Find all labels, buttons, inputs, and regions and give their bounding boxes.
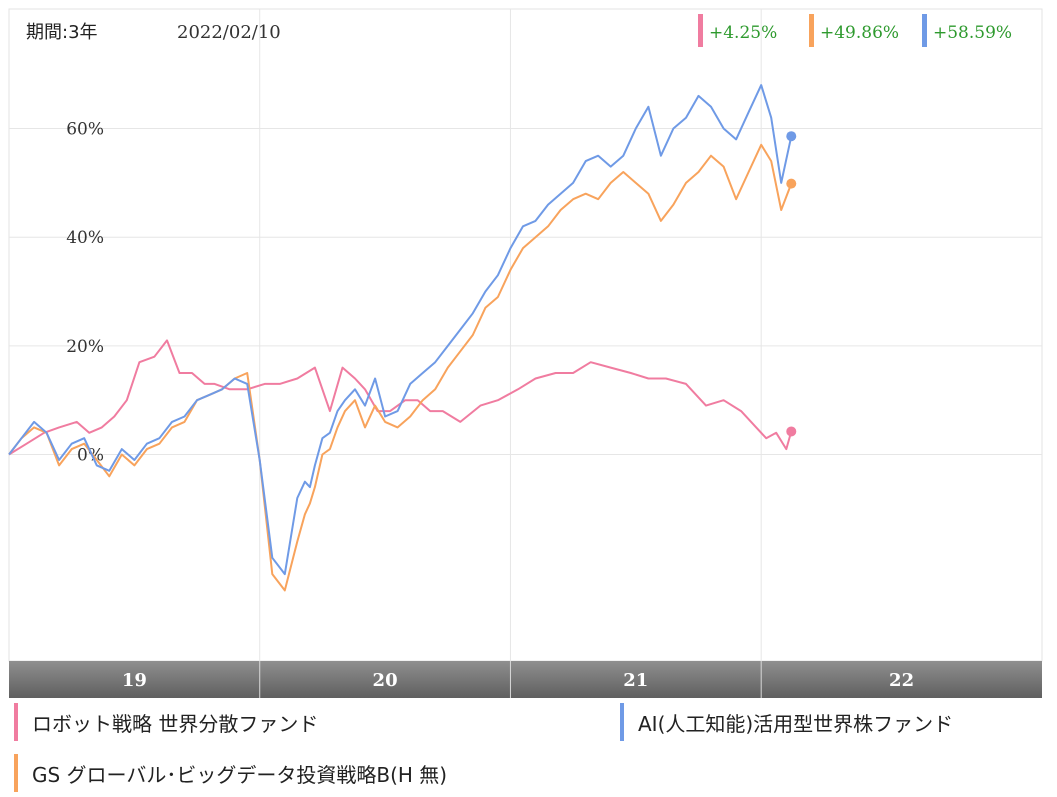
y-tick-label-3: 60% xyxy=(66,120,104,140)
chart-header: 期間:3年 2022/02/10 xyxy=(26,22,281,43)
return-swatch-2 xyxy=(922,14,927,47)
x-tick-label-22: 22 xyxy=(889,670,914,691)
series-line-2 xyxy=(8,84,793,576)
series-end-marker-0 xyxy=(786,426,797,437)
performance-chart: 19 20 21 22 0%20%40%60% 期間:3年 2022/02/10 +4… xyxy=(8,8,1043,698)
return-value-2: +58.59% xyxy=(933,23,1012,43)
x-band-19 xyxy=(9,661,260,698)
series-line-1 xyxy=(8,143,793,592)
plot-background xyxy=(8,8,1043,662)
legend-swatch-gs xyxy=(14,754,18,792)
x-band-21 xyxy=(510,661,762,698)
grid-lines xyxy=(9,9,1042,661)
legend-item-robot: ロボット戦略 世界分散ファンド xyxy=(14,703,318,741)
return-value-0: +4.25% xyxy=(709,23,777,43)
y-axis-ticks: 0%20%40%60% xyxy=(66,120,104,466)
legend-label-robot: ロボット戦略 世界分散ファンド xyxy=(32,711,319,736)
return-swatch-0 xyxy=(698,14,703,47)
return-badges: +4.25% +49.86% +58.59% xyxy=(698,14,1012,47)
x-tick-label-20: 20 xyxy=(373,670,398,691)
x-axis-bands: 19 20 21 22 xyxy=(9,661,1042,698)
legend-swatch-ai xyxy=(620,703,624,741)
series-end-marker-2 xyxy=(786,131,797,142)
legend-label-ai: AI(人工知能)活用型世界株ファンド xyxy=(638,711,954,736)
return-value-1: +49.86% xyxy=(820,23,899,43)
legend-item-ai: AI(人工知能)活用型世界株ファンド xyxy=(620,703,953,741)
legend-label-gs: GS グローバル･ビッグデータ投資戦略B(H 無) xyxy=(32,762,448,787)
x-tick-label-21: 21 xyxy=(623,670,648,691)
y-tick-label-2: 40% xyxy=(66,228,104,248)
legend-swatch-robot xyxy=(14,703,18,741)
x-band-22 xyxy=(761,661,1042,698)
x-band-20 xyxy=(259,661,511,698)
x-tick-label-19: 19 xyxy=(122,670,147,691)
series-lines xyxy=(8,84,797,592)
legend-item-gs: GS グローバル･ビッグデータ投資戦略B(H 無) xyxy=(14,754,447,792)
date-label: 2022/02/10 xyxy=(177,22,281,43)
return-swatch-1 xyxy=(809,14,814,47)
y-tick-label-1: 20% xyxy=(66,337,104,357)
series-end-marker-1 xyxy=(786,178,797,189)
period-label: 期間:3年 xyxy=(26,22,98,43)
